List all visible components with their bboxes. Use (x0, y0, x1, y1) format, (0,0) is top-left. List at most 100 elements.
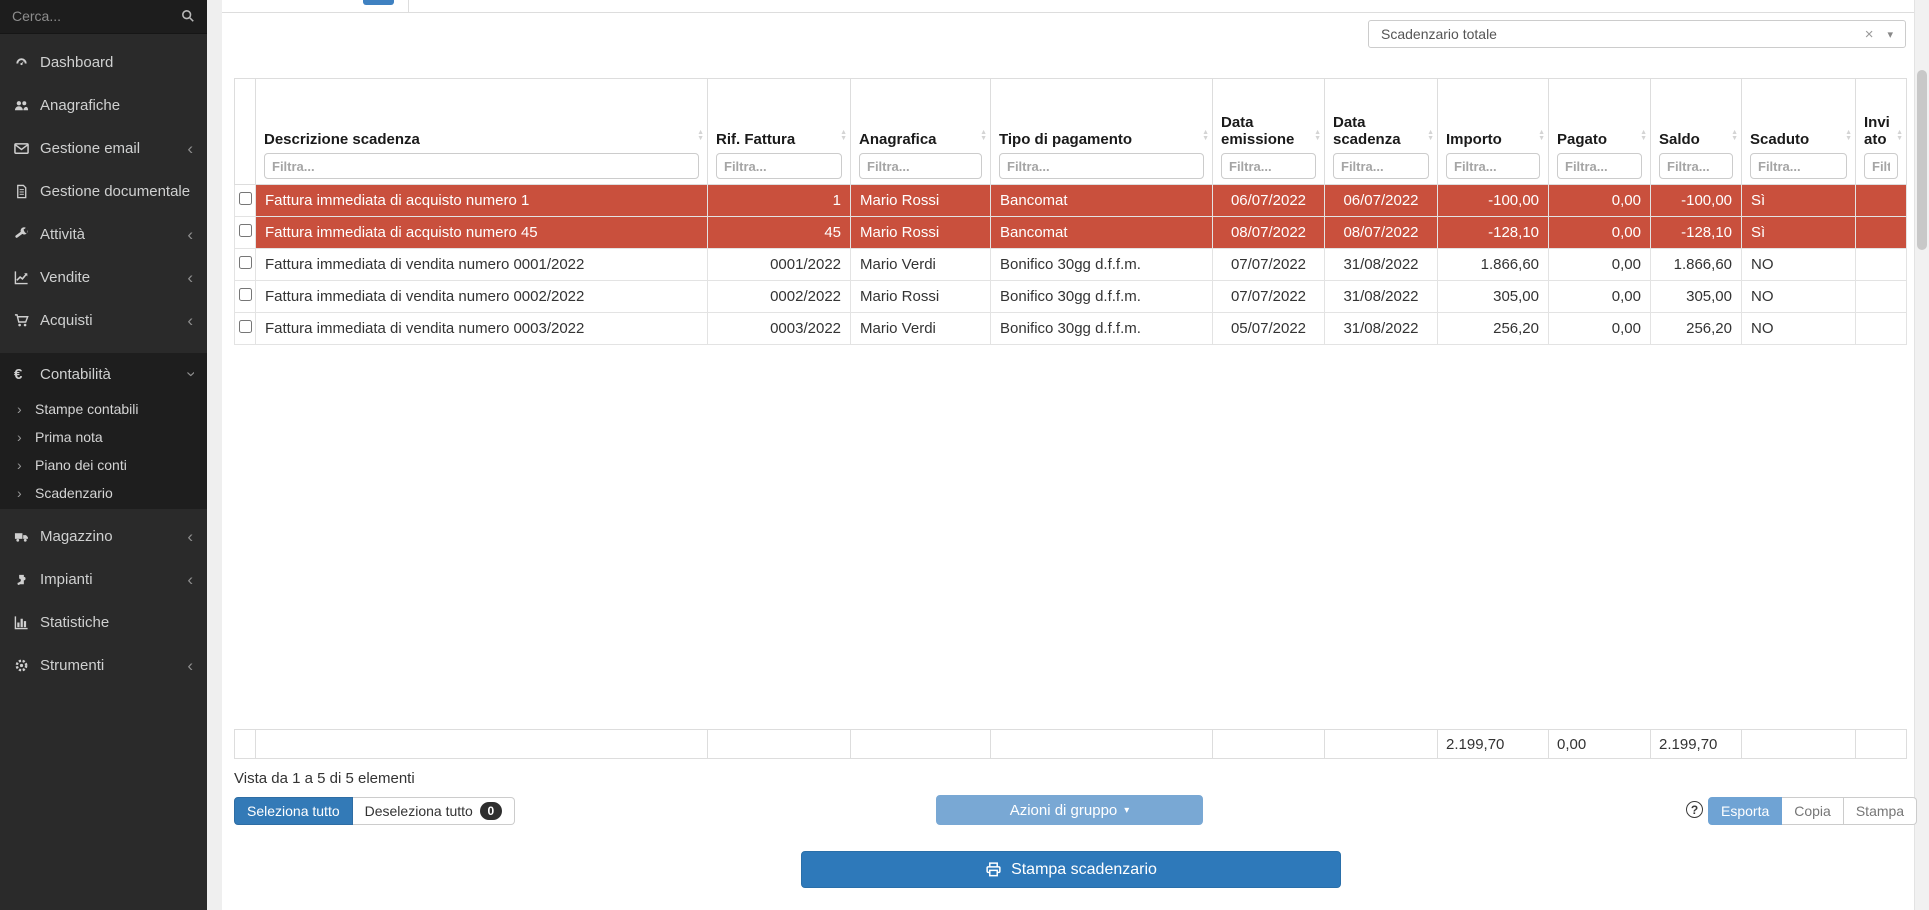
column-header-importo[interactable]: ▲ ▼ Importo (1437, 78, 1549, 185)
cell-data-emissione: 07/07/2022 (1212, 280, 1325, 313)
sort-icon[interactable]: ▲ ▼ (1538, 129, 1545, 142)
sidebar-item-vendite[interactable]: Vendite ‹ (0, 256, 207, 299)
cell-rif-fattura: 0002/2022 (707, 280, 851, 313)
sidebar-item-acquisti[interactable]: Acquisti ‹ (0, 299, 207, 342)
row-checkbox[interactable] (238, 320, 252, 333)
page-scrollbar[interactable] (1914, 0, 1929, 910)
filter-input-descrizione[interactable] (264, 153, 699, 179)
sort-icon[interactable]: ▲ ▼ (1640, 129, 1647, 142)
sort-icon[interactable]: ▲ ▼ (840, 129, 847, 142)
filter-input-saldo[interactable] (1659, 153, 1733, 179)
table-row[interactable]: Fattura immediata di acquisto numero 45 … (234, 216, 1907, 249)
filter-input-inviato[interactable] (1864, 153, 1898, 179)
select-all-button[interactable]: Seleziona tutto (234, 797, 353, 825)
table-row[interactable]: Fattura immediata di vendita numero 0001… (234, 248, 1907, 281)
filter-input-data-emissione[interactable] (1221, 153, 1316, 179)
sidebar-item-gestione-email[interactable]: Gestione email ‹ (0, 127, 207, 170)
scadenzario-scope-select[interactable]: Scadenzario totale × ▾ (1368, 20, 1906, 48)
sort-icon[interactable]: ▲ ▼ (1427, 129, 1434, 142)
sidebar-item-contabilita[interactable]: € Contabilità ‹ (0, 353, 207, 395)
sort-icon[interactable]: ▲ ▼ (980, 129, 987, 142)
help-icon[interactable]: ? (1686, 801, 1703, 818)
sidebar-item-dashboard[interactable]: Dashboard (0, 41, 207, 84)
sidebar-item-strumenti[interactable]: Strumenti ‹ (0, 644, 207, 687)
tab-divider (408, 0, 409, 12)
column-header-scaduto[interactable]: ▲ ▼ Scaduto (1741, 78, 1856, 185)
column-header-saldo[interactable]: ▲ ▼ Saldo (1650, 78, 1742, 185)
active-tab-fragment[interactable] (363, 0, 394, 5)
total-saldo: 2.199,70 (1650, 729, 1742, 759)
clear-selection-icon[interactable]: × (1864, 25, 1874, 43)
totals-row: 2.199,70 0,00 2.199,70 (234, 729, 1907, 759)
column-header-rif-fattura[interactable]: ▲ ▼ Rif. Fattura (707, 78, 851, 185)
sort-icon[interactable]: ▲ ▼ (1202, 129, 1209, 142)
column-header-anagrafica[interactable]: ▲ ▼ Anagrafica (850, 78, 991, 185)
cell-rif-fattura: 1 (707, 184, 851, 217)
filter-input-data-scadenza[interactable] (1333, 153, 1429, 179)
column-header-checkbox (234, 78, 256, 185)
column-header-data-scadenza[interactable]: ▲ ▼ Data scadenza (1324, 78, 1438, 185)
row-checkbox[interactable] (238, 192, 252, 205)
filter-input-anagrafica[interactable] (859, 153, 982, 179)
cell-scaduto: Sì (1741, 216, 1856, 249)
column-header-descrizione[interactable]: ▲ ▼ Descrizione scadenza (255, 78, 708, 185)
column-header-inviato[interactable]: ▲ ▼ Inviato (1855, 78, 1907, 185)
filter-input-rif-fattura[interactable] (716, 153, 842, 179)
sort-icon[interactable]: ▲ ▼ (1896, 129, 1903, 142)
row-checkbox[interactable] (238, 256, 252, 269)
cell-descrizione: Fattura immediata di vendita numero 0003… (255, 312, 708, 345)
column-header-data-emissione[interactable]: ▲ ▼ Data emissione (1212, 78, 1325, 185)
chevron-left-icon: ‹ (187, 526, 193, 546)
filter-input-scaduto[interactable] (1750, 153, 1847, 179)
sidebar-subitem-stampe-contabili[interactable]: › Stampe contabili (0, 395, 207, 423)
deselect-all-button[interactable]: Deseleziona tutto 0 (352, 797, 515, 825)
table-row[interactable]: Fattura immediata di vendita numero 0003… (234, 312, 1907, 345)
cell-pagato: 0,00 (1548, 184, 1651, 217)
print-schedule-button[interactable]: Stampa scadenzario (801, 851, 1341, 888)
table-row[interactable]: Fattura immediata di acquisto numero 1 1… (234, 184, 1907, 217)
search-input[interactable] (0, 0, 172, 31)
row-checkbox[interactable] (238, 288, 252, 301)
sidebar-item-statistiche[interactable]: Statistiche (0, 601, 207, 644)
print-button[interactable]: Stampa (1843, 797, 1918, 825)
scope-select-value: Scadenzario totale (1381, 26, 1497, 42)
table-row[interactable]: Fattura immediata di vendita numero 0002… (234, 280, 1907, 313)
filter-input-tipo-pagamento[interactable] (999, 153, 1204, 179)
sidebar-item-attivita[interactable]: Attività ‹ (0, 213, 207, 256)
cell-importo: 256,20 (1437, 312, 1549, 345)
dropdown-caret-icon[interactable]: ▾ (1887, 28, 1893, 41)
row-checkbox[interactable] (238, 224, 252, 237)
cell-importo: -100,00 (1437, 184, 1549, 217)
total-pagato: 0,00 (1548, 729, 1651, 759)
scrollbar-thumb[interactable] (1917, 70, 1927, 250)
sidebar-item-impianti[interactable]: Impianti ‹ (0, 558, 207, 601)
puzzle-icon (14, 572, 40, 587)
cell-scaduto: NO (1741, 280, 1856, 313)
column-header-pagato[interactable]: ▲ ▼ Pagato (1548, 78, 1651, 185)
cell-descrizione: Fattura immediata di acquisto numero 45 (255, 216, 708, 249)
sort-icon[interactable]: ▲ ▼ (697, 129, 704, 142)
filter-input-pagato[interactable] (1557, 153, 1642, 179)
sort-icon[interactable]: ▲ ▼ (1731, 129, 1738, 142)
export-button[interactable]: Esporta (1708, 797, 1783, 825)
sidebar-subitem-scadenzario[interactable]: › Scadenzario (0, 479, 207, 507)
column-header-tipo-pagamento[interactable]: ▲ ▼ Tipo di pagamento (990, 78, 1213, 185)
chevron-left-icon: ‹ (187, 138, 193, 158)
cell-rif-fattura: 0003/2022 (707, 312, 851, 345)
sidebar-subitem-prima-nota[interactable]: › Prima nota (0, 423, 207, 451)
cell-saldo: -100,00 (1650, 184, 1742, 217)
gear-icon (14, 658, 40, 673)
sidebar-item-gestione-documentale[interactable]: Gestione documentale (0, 170, 207, 213)
cell-tipo-pagamento: Bancomat (990, 184, 1213, 217)
sidebar-search[interactable] (0, 0, 207, 34)
sort-icon[interactable]: ▲ ▼ (1845, 129, 1852, 142)
copy-button[interactable]: Copia (1782, 797, 1844, 825)
sidebar-subitem-piano-dei-conti[interactable]: › Piano dei conti (0, 451, 207, 479)
sidebar-item-magazzino[interactable]: Magazzino ‹ (0, 515, 207, 558)
sidebar-item-anagrafiche[interactable]: Anagrafiche (0, 84, 207, 127)
filter-input-importo[interactable] (1446, 153, 1540, 179)
cell-pagato: 0,00 (1548, 216, 1651, 249)
search-icon[interactable] (181, 9, 195, 23)
sort-icon[interactable]: ▲ ▼ (1314, 129, 1321, 142)
group-actions-button[interactable]: Azioni di gruppo ▾ (936, 795, 1203, 825)
